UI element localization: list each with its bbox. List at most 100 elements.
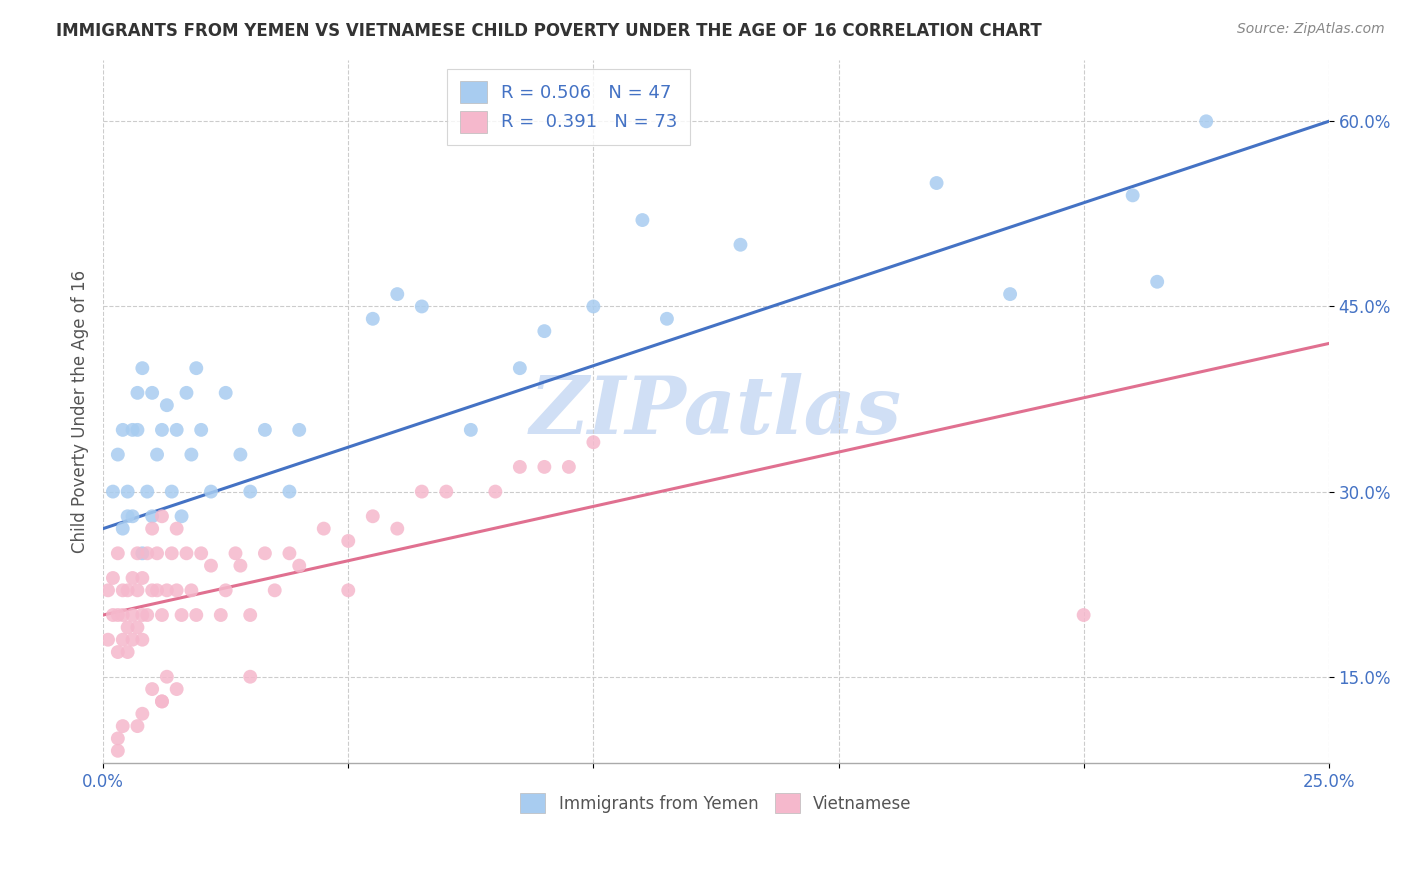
Point (166, 522, 188, 536)
Point (166, 583, 188, 598)
Point (131, 546, 153, 560)
Point (141, 385, 163, 400)
Point (361, 311, 384, 326)
Point (156, 583, 179, 598)
Point (224, 546, 246, 560)
Point (180, 448, 202, 462)
Point (141, 583, 163, 598)
Point (460, 423, 482, 437)
Point (582, 435, 605, 450)
Point (582, 300, 605, 314)
Point (239, 484, 262, 499)
Point (288, 423, 311, 437)
Point (170, 509, 193, 524)
Point (263, 583, 285, 598)
Point (387, 522, 409, 536)
Point (190, 423, 212, 437)
Point (239, 607, 262, 622)
Point (107, 448, 129, 462)
Point (215, 583, 238, 598)
Point (117, 645, 139, 659)
Point (127, 546, 149, 560)
Point (146, 546, 169, 560)
Point (558, 459, 581, 474)
Point (121, 571, 143, 585)
Point (117, 509, 139, 524)
Legend: Immigrants from Yemen, Vietnamese: Immigrants from Yemen, Vietnamese (509, 781, 924, 825)
Point (361, 509, 384, 524)
Point (127, 385, 149, 400)
Text: Source: ZipAtlas.com: Source: ZipAtlas.com (1237, 22, 1385, 37)
Point (146, 583, 169, 598)
Point (533, 459, 555, 474)
Point (150, 509, 173, 524)
Point (925, 176, 948, 190)
Point (111, 607, 134, 622)
Point (117, 620, 139, 634)
Point (107, 731, 129, 746)
Point (150, 694, 173, 708)
Point (229, 448, 252, 462)
Point (111, 423, 134, 437)
Point (111, 583, 134, 598)
Point (186, 361, 208, 376)
Point (131, 571, 153, 585)
Point (229, 558, 252, 573)
Point (1073, 607, 1095, 622)
Point (117, 583, 139, 598)
Point (288, 558, 311, 573)
Point (111, 632, 134, 647)
Point (160, 546, 183, 560)
Point (101, 484, 124, 499)
Text: IMMIGRANTS FROM YEMEN VS VIETNAMESE CHILD POVERTY UNDER THE AGE OF 16 CORRELATIO: IMMIGRANTS FROM YEMEN VS VIETNAMESE CHIL… (56, 22, 1042, 40)
Point (156, 670, 179, 684)
Point (107, 607, 129, 622)
Point (411, 484, 433, 499)
Point (166, 682, 188, 697)
Point (730, 237, 752, 252)
Point (111, 719, 134, 733)
Point (411, 300, 433, 314)
Point (387, 287, 409, 301)
Text: ZIPatlas: ZIPatlas (530, 373, 903, 450)
Point (253, 423, 276, 437)
Point (136, 484, 159, 499)
Point (509, 361, 531, 376)
Y-axis label: Child Poverty Under the Age of 16: Child Poverty Under the Age of 16 (72, 269, 89, 553)
Point (176, 385, 198, 400)
Point (121, 632, 143, 647)
Point (111, 522, 134, 536)
Point (150, 423, 173, 437)
Point (136, 607, 159, 622)
Point (121, 509, 143, 524)
Point (101, 607, 124, 622)
Point (176, 546, 198, 560)
Point (337, 583, 360, 598)
Point (200, 484, 222, 499)
Point (434, 484, 457, 499)
Point (136, 546, 159, 560)
Point (97, 583, 120, 598)
Point (131, 632, 153, 647)
Point (253, 546, 276, 560)
Point (239, 670, 262, 684)
Point (631, 213, 654, 227)
Point (509, 459, 531, 474)
Point (127, 423, 149, 437)
Point (484, 484, 506, 499)
Point (312, 522, 335, 536)
Point (127, 620, 149, 634)
Point (156, 398, 179, 412)
Point (160, 484, 183, 499)
Point (200, 558, 222, 573)
Point (141, 509, 163, 524)
Point (278, 484, 301, 499)
Point (146, 448, 169, 462)
Point (107, 645, 129, 659)
Point (107, 546, 129, 560)
Point (121, 607, 143, 622)
Point (1146, 275, 1168, 289)
Point (215, 385, 238, 400)
Point (655, 311, 678, 326)
Point (209, 607, 232, 622)
